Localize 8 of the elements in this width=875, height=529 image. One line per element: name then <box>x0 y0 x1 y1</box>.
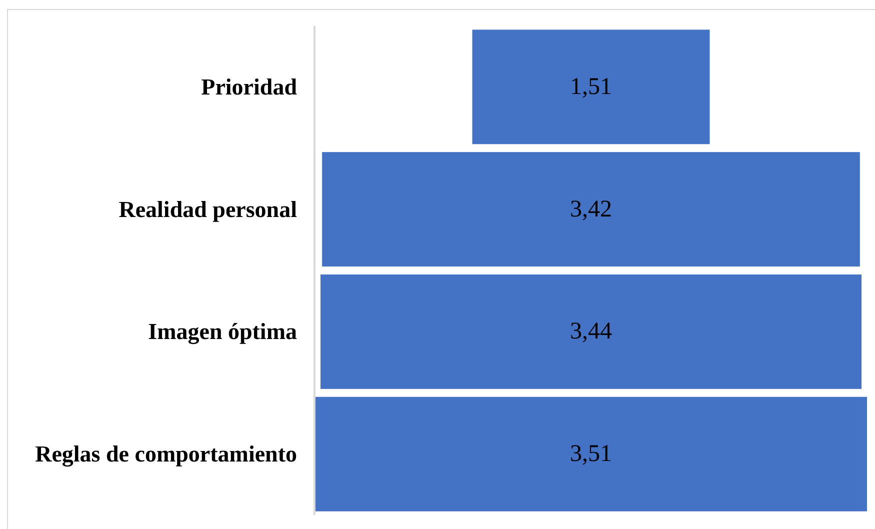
category-label: Prioridad <box>201 74 298 100</box>
category-label: Reglas de comportamiento <box>35 442 297 468</box>
category-label: Imagen óptima <box>148 319 298 346</box>
data-label: 3,51 <box>570 441 612 468</box>
data-label: 1,51 <box>570 74 612 100</box>
data-label: 3,44 <box>570 318 612 345</box>
category-label: Realidad personal <box>118 196 297 222</box>
data-label: 3,42 <box>570 196 612 222</box>
